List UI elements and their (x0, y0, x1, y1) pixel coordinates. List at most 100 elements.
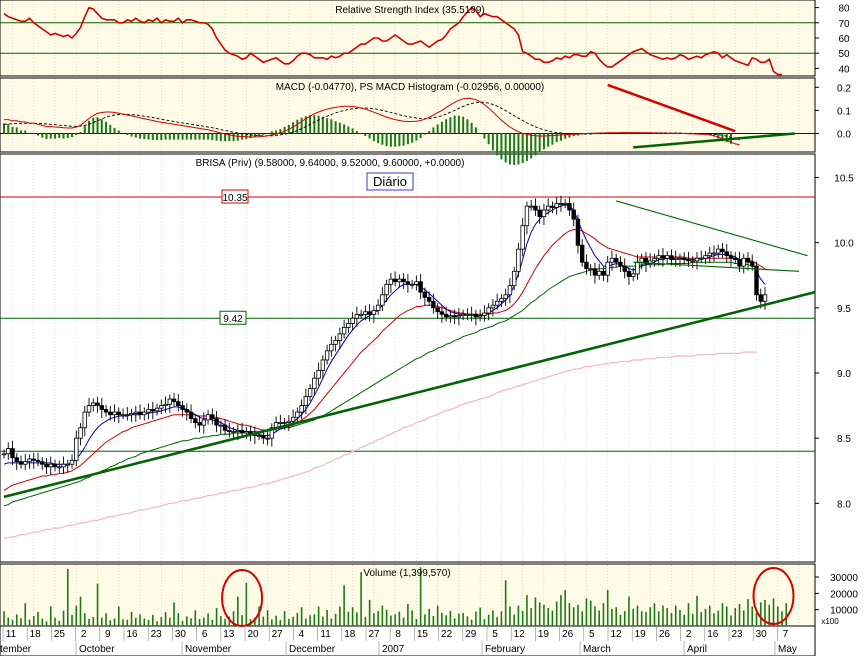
macd-histogram-bar (483, 133, 486, 139)
date-tick-label: 30 (756, 629, 768, 640)
candle-body (626, 270, 632, 277)
rsi-line (3, 6, 782, 76)
macd-histogram-bar (576, 133, 579, 136)
macd-histogram-bar (88, 120, 91, 134)
macd-histogram-bar (398, 133, 401, 147)
macd-histogram-bar (156, 133, 159, 141)
macd-histogram-bar (406, 133, 409, 145)
macd-histogram-bar (436, 124, 439, 134)
macd-histogram-bar (491, 133, 494, 151)
candle-body (601, 270, 606, 276)
macd-histogram-bar (640, 133, 643, 134)
candle-body (545, 205, 551, 211)
candle-body (758, 294, 763, 302)
macd-title: MACD (-0.04770), PS MACD Histogram (-0.0… (276, 82, 544, 93)
candle-body (537, 209, 542, 217)
candle-body (312, 377, 317, 390)
candle-body (724, 251, 729, 257)
candle-body (350, 317, 355, 324)
macd-histogram-bar (568, 133, 571, 138)
candle-body (108, 411, 113, 416)
candle-body (592, 268, 598, 276)
candle-body (201, 419, 207, 426)
month-label: tember (0, 644, 32, 655)
macd-histogram-bar (215, 133, 218, 141)
macd-histogram-bar (343, 124, 346, 134)
macd-histogram-bar (649, 133, 652, 134)
date-tick-label: 7 (783, 629, 789, 640)
volume-layer (3, 567, 795, 627)
candle-body (227, 429, 232, 433)
candle-body (371, 310, 377, 315)
date-tick-label: 2 (686, 629, 692, 640)
macd-layer (0, 83, 815, 166)
macd-histogram-bar (538, 133, 541, 153)
candle-body (324, 350, 330, 361)
macd-histogram-bar (173, 133, 176, 140)
candle-body (299, 405, 304, 413)
candle-body (473, 313, 479, 318)
date-tick-label: 5 (492, 629, 498, 640)
candle-body (401, 278, 406, 283)
candle-body (163, 403, 168, 406)
candle-body (48, 463, 53, 468)
candle-body (341, 326, 347, 335)
macd-histogram-bar (37, 133, 40, 136)
macd-histogram-bar (334, 121, 337, 134)
date-tick-label: 19 (538, 629, 550, 640)
candle-body (631, 273, 636, 277)
macd-histogram-bar (249, 133, 252, 139)
macd-histogram-bar (253, 133, 256, 138)
price-axis-tick-label: 9.5 (837, 304, 851, 315)
candle-body (588, 268, 593, 271)
candle-body (699, 257, 704, 260)
month-label: October (79, 644, 115, 655)
macd-histogram-bar (96, 117, 99, 134)
candle-body (116, 411, 121, 416)
candle-body (596, 270, 602, 276)
macd-histogram-bar (24, 130, 27, 134)
macd-histogram-bar (572, 133, 575, 137)
macd-histogram-bar (228, 133, 231, 142)
price-axis-tick-label: 8.5 (837, 434, 851, 445)
macd-trendline (607, 83, 736, 133)
macd-histogram-bar (317, 115, 320, 134)
candle-body (643, 257, 649, 264)
macd-histogram-bar (92, 117, 95, 134)
candle-body (142, 411, 147, 416)
candle-body (435, 307, 440, 313)
candle-body (388, 278, 394, 285)
macd-histogram-bar (20, 130, 23, 134)
price-trendline (633, 261, 800, 272)
candle-body (426, 296, 432, 302)
candle-body (154, 407, 160, 412)
candle-body (65, 463, 70, 466)
candle-body (754, 265, 759, 296)
macd-histogram-bar (517, 133, 520, 165)
macd-histogram-bar (283, 126, 286, 134)
rsi-axis-tick-label: 80 (838, 4, 850, 15)
macd-histogram-bar (661, 133, 664, 134)
candle-body (235, 429, 241, 433)
candle-body (477, 315, 483, 318)
macd-histogram-bar (275, 130, 278, 134)
macd-histogram-bar (113, 127, 116, 134)
candle-body (673, 257, 678, 260)
candle-body (499, 298, 504, 302)
candle-body (503, 294, 508, 300)
candle-body (82, 411, 87, 429)
macd-histogram-bar (258, 133, 261, 137)
candle-body (452, 315, 457, 318)
macd-histogram-bar (504, 133, 507, 163)
macd-histogram-bar (389, 133, 392, 147)
candle-body (384, 283, 389, 296)
macd-histogram-bar (521, 133, 524, 164)
price-axis-tick-label: 9.0 (837, 369, 851, 380)
candle-body (409, 283, 415, 286)
macd-histogram-bar (326, 118, 329, 134)
macd-histogram-bar (66, 133, 69, 139)
rsi-panel (0, 0, 816, 77)
macd-histogram-bar (423, 133, 426, 135)
candle-body (575, 218, 581, 246)
candle-body (35, 459, 41, 463)
